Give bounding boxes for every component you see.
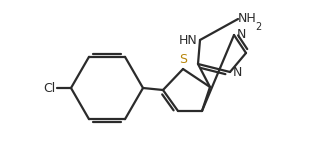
Text: N: N <box>237 29 246 41</box>
Text: Cl: Cl <box>44 81 56 95</box>
Text: 2: 2 <box>255 22 261 32</box>
Text: N: N <box>233 66 242 78</box>
Text: HN: HN <box>179 34 198 47</box>
Text: S: S <box>179 53 187 66</box>
Text: NH: NH <box>238 12 257 25</box>
